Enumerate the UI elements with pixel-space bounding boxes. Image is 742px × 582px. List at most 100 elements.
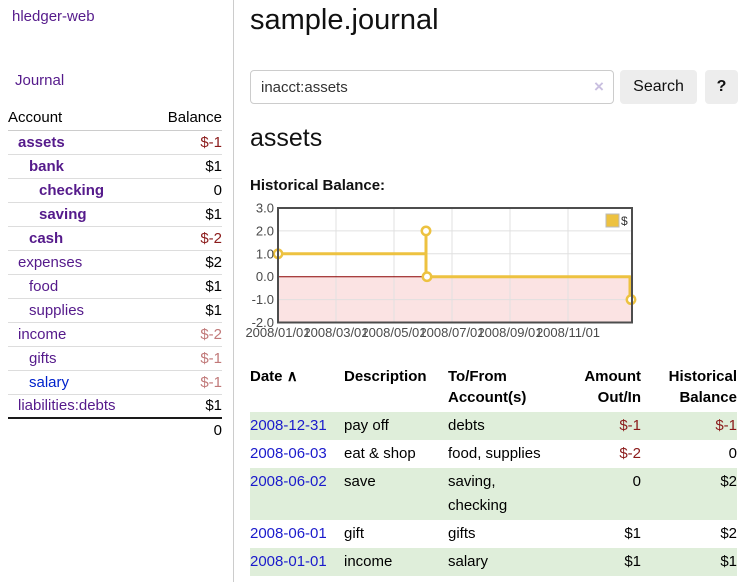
account-balance: $2 [205, 253, 222, 271]
transaction-description: eat & shop [344, 445, 416, 462]
clear-search-icon[interactable]: × [594, 77, 604, 96]
register-table: Date ∧ Description To/From Account(s) Am… [250, 364, 737, 576]
account-balance: $1 [205, 397, 222, 415]
transaction-balance: $2 [720, 473, 737, 490]
account-row: expenses $2 [8, 250, 222, 274]
account-balance: $-1 [200, 373, 222, 391]
transaction-description: pay off [344, 417, 389, 434]
description-column-header: Description [344, 368, 427, 385]
svg-text:2008/03/01: 2008/03/01 [303, 325, 368, 340]
transaction-accounts: gifts [448, 525, 476, 542]
transaction-accounts: salary [448, 553, 489, 570]
sort-ascending-icon: ∧ [286, 368, 298, 385]
page-title: sample.journal [250, 4, 439, 36]
date-link[interactable]: 2008-06-03 [250, 445, 327, 462]
date-link[interactable]: 2008-06-02 [250, 473, 327, 490]
register-row: 2008-01-01 income salary $1 $1 [250, 548, 737, 576]
svg-text:-2.0: -2.0 [252, 315, 274, 330]
svg-text:-1.0: -1.0 [252, 292, 274, 307]
date-link[interactable]: 2008-12-31 [250, 417, 327, 434]
account-row: checking 0 [8, 178, 222, 202]
account-link-cash[interactable]: cash [29, 229, 64, 247]
account-balance-table: Account Balance assets $-1 bank $1 check… [8, 106, 222, 442]
transaction-balance: $1 [720, 553, 737, 570]
date-column-header: Date ∧ [250, 368, 298, 385]
account-link-saving[interactable]: saving [39, 205, 87, 223]
date-link[interactable]: 2008-01-01 [250, 553, 327, 570]
search-input[interactable] [250, 70, 614, 104]
transaction-balance: $-1 [715, 417, 737, 434]
account-row: income $-2 [8, 322, 222, 346]
account-row: cash $-2 [8, 226, 222, 250]
balance-series-line [278, 230, 632, 300]
balance-column-header: Historical Balance [668, 368, 737, 406]
account-link-liabilities-debts[interactable]: liabilities:debts [18, 397, 116, 415]
transaction-balance: $2 [720, 525, 737, 542]
account-link-assets[interactable]: assets [18, 133, 65, 151]
balance-column-header: Balance [167, 109, 222, 127]
svg-text:2.0: 2.0 [256, 223, 274, 238]
transaction-amount: $1 [624, 525, 641, 542]
historical-balance-chart: $ 3.0 2.0 1.0 0.0 -1.0 -2.0 2008/01/01 2… [245, 201, 637, 340]
x-axis-labels: 2008/01/01 2008/03/01 2008/05/01 2008/07… [245, 325, 600, 340]
transaction-balance: 0 [728, 445, 737, 462]
transaction-description: save [344, 473, 376, 490]
register-row: 2008-06-03 eat & shop food, supplies $-2… [250, 440, 737, 468]
y-axis-labels: 3.0 2.0 1.0 0.0 -1.0 -2.0 [252, 201, 274, 331]
transaction-accounts: saving, checking [448, 473, 508, 514]
transaction-amount: $1 [624, 553, 641, 570]
account-link-salary[interactable]: salary [29, 373, 70, 391]
svg-text:2008/05/01: 2008/05/01 [361, 325, 426, 340]
transaction-accounts: food, supplies [448, 445, 541, 462]
chart-title: Historical Balance: [250, 177, 386, 194]
sidebar-item-journal[interactable]: Journal [15, 72, 65, 89]
account-link-checking[interactable]: checking [39, 181, 105, 199]
register-header-row: Date ∧ Description To/From Account(s) Am… [250, 364, 737, 412]
account-balance: $-2 [200, 325, 222, 343]
account-row: assets $-1 [8, 130, 222, 154]
account-link-food[interactable]: food [29, 277, 59, 295]
sidebar-divider [233, 0, 234, 582]
transaction-accounts: debts [448, 417, 485, 434]
register-row: 2008-06-01 gift gifts $1 $2 [250, 520, 737, 548]
account-row: salary $-1 [8, 370, 222, 394]
account-link-gifts[interactable]: gifts [29, 349, 57, 367]
transaction-description: income [344, 553, 393, 570]
legend-label: $ [621, 214, 628, 228]
account-row: gifts $-1 [8, 346, 222, 370]
account-row: liabilities:debts $1 [8, 394, 222, 418]
account-link-supplies[interactable]: supplies [29, 301, 85, 319]
legend-swatch [605, 213, 620, 228]
account-balance: $1 [205, 301, 222, 319]
search-button[interactable]: Search [620, 70, 697, 104]
svg-text:2008/01/01: 2008/01/01 [245, 325, 310, 340]
register-row: 2008-06-02 save saving, checking 0 $2 [250, 468, 737, 520]
app-title-link[interactable]: hledger-web [12, 8, 95, 25]
register-row: 2008-12-31 pay off debts $-1 $-1 [250, 412, 737, 440]
account-balance: $1 [205, 277, 222, 295]
account-link-bank[interactable]: bank [29, 157, 65, 175]
account-table-header: Account Balance [8, 106, 222, 130]
account-link-income[interactable]: income [18, 325, 67, 343]
account-balance: 0 [213, 181, 222, 199]
svg-text:0.0: 0.0 [256, 269, 274, 284]
svg-text:2008/07/01: 2008/07/01 [419, 325, 484, 340]
account-balance: $-2 [200, 229, 222, 247]
transaction-amount: $-1 [619, 417, 641, 434]
account-link-expenses[interactable]: expenses [18, 253, 83, 271]
account-row: supplies $1 [8, 298, 222, 322]
account-heading: assets [250, 124, 323, 152]
account-balance: $-1 [200, 349, 222, 367]
account-total-balance: 0 [213, 422, 222, 439]
account-row: food $1 [8, 274, 222, 298]
date-link[interactable]: 2008-06-01 [250, 525, 327, 542]
svg-text:2008/09/01: 2008/09/01 [477, 325, 542, 340]
account-balance: $1 [205, 157, 222, 175]
amount-column-header: Amount Out/In [584, 368, 641, 406]
account-total-row: 0 [8, 418, 222, 442]
account-row: saving $1 [8, 202, 222, 226]
account-balance: $-1 [200, 133, 222, 151]
help-button[interactable]: ? [705, 70, 738, 104]
chart-border [277, 207, 633, 324]
